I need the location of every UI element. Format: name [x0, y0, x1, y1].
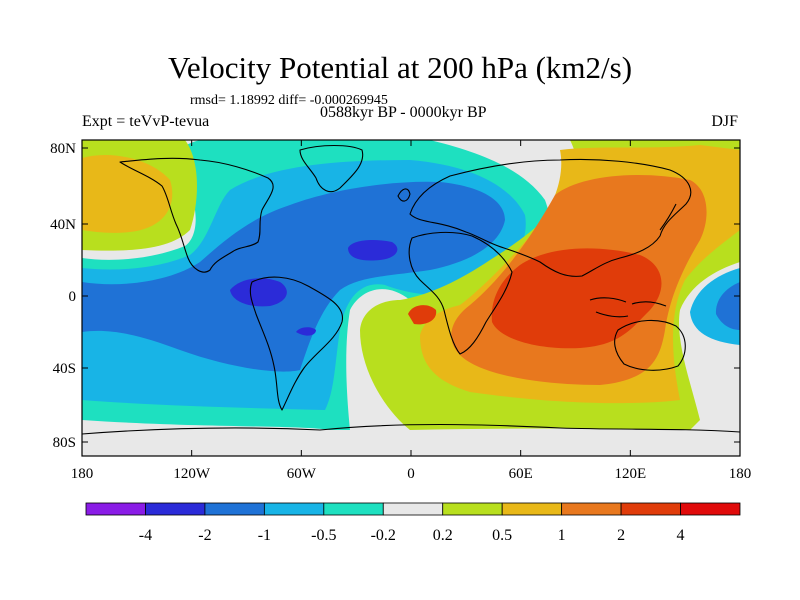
colorbar-label: 4 — [677, 527, 685, 544]
experiment-label: Expt = teVvP-tevua — [82, 113, 210, 130]
plot-title: Velocity Potential at 200 hPa (km2/s) — [167, 50, 633, 85]
colorbar-label: -2 — [198, 527, 211, 544]
colorbar-box — [204, 502, 265, 516]
field-pos-ne-pacific-core — [82, 154, 173, 233]
coast-north-america — [119, 157, 274, 273]
colorbar-box — [442, 502, 503, 516]
colorbar-label: -0.2 — [371, 527, 396, 544]
colorbar-box — [501, 502, 563, 516]
coast-japan — [659, 203, 677, 231]
period-label: 0588kyr BP - 0000kyr BP — [320, 104, 487, 121]
coast-eurasia — [409, 158, 692, 277]
colorbar-label: -0.5 — [311, 527, 336, 544]
colorbar: -4 -2 -1 -0.5 -0.2 0.2 0.5 1 2 4 — [85, 502, 741, 544]
colorbar-label: -1 — [258, 527, 271, 544]
colorbar-label: 1 — [558, 527, 566, 544]
field-neg-e-pacific-core — [715, 282, 740, 330]
field-neg-max-1 — [230, 278, 287, 307]
y-tick-label: 80S — [53, 435, 76, 451]
x-tick-label: 120E — [614, 466, 646, 482]
season-label: DJF — [711, 113, 738, 130]
colorbar-label: 0.2 — [433, 527, 453, 544]
x-tick-label: 60W — [287, 466, 317, 482]
colorbar-box — [680, 502, 741, 516]
field-pos-max — [491, 248, 662, 349]
colorbar-label: 0.5 — [492, 527, 512, 544]
coast-africa — [408, 231, 513, 355]
coast-indonesia — [589, 297, 667, 318]
axis-ticks: 80N 40N 0 40S 80S 180 120W 60W 0 60E 120E 180 — [50, 140, 751, 482]
coast-greenland — [299, 145, 364, 193]
x-tick-label: 120W — [173, 466, 211, 482]
y-tick-label: 40N — [50, 217, 76, 233]
colorbar-label: 2 — [617, 527, 625, 544]
coast-south-america — [249, 276, 343, 411]
field-neg-strong — [82, 181, 505, 372]
colorbar-box — [85, 502, 146, 516]
y-tick-label: 80N — [50, 141, 76, 157]
y-tick-label: 0 — [69, 289, 77, 305]
y-tick-label: 40S — [53, 361, 76, 377]
field-neg-max-2 — [348, 240, 398, 261]
x-tick-label: 60E — [509, 466, 533, 482]
coast-australia — [614, 319, 686, 371]
coast-british-isles — [397, 188, 411, 202]
x-tick-label: 180 — [71, 466, 94, 482]
colorbar-box — [145, 502, 206, 516]
colorbar-box — [323, 502, 384, 516]
colorbar-box — [382, 502, 444, 516]
colorbar-box — [620, 502, 681, 516]
coast-antarctica — [82, 423, 740, 435]
coastlines — [82, 145, 740, 435]
colorbar-label: -4 — [139, 527, 152, 544]
field-neg-max-3 — [296, 327, 316, 336]
stats-line: rmsd= 1.18992 diff= -0.000269945 — [190, 93, 388, 108]
field-pos-max-small — [408, 305, 437, 325]
colorbar-box — [263, 502, 325, 516]
map-field — [82, 140, 740, 456]
x-tick-label: 0 — [407, 466, 415, 482]
colorbar-box — [561, 502, 622, 516]
x-tick-label: 180 — [729, 466, 752, 482]
